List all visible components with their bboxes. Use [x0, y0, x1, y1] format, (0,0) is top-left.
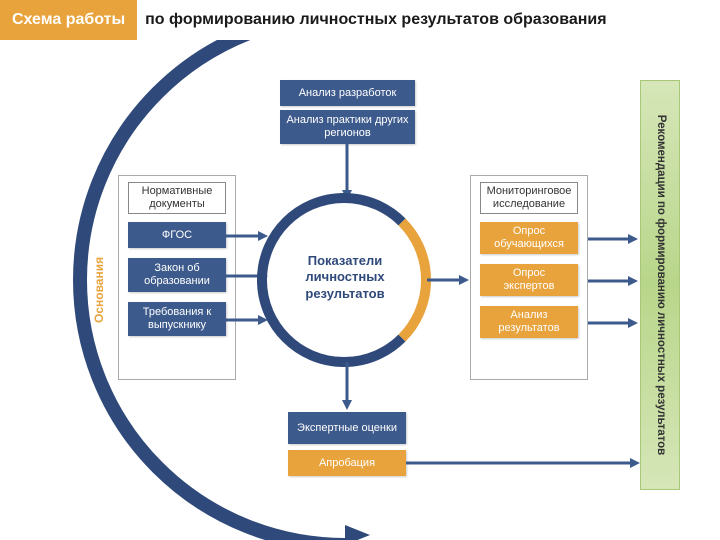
arrow-ring-to-bottom	[340, 362, 354, 412]
arrow-right-1	[588, 232, 640, 246]
right-item-1-text: Опрос обучающихся	[486, 225, 572, 250]
bottom-box-2-text: Апробация	[319, 457, 375, 470]
arrow-bottom-to-bar	[406, 456, 644, 470]
arrow-right-3	[588, 316, 640, 330]
right-header-text: Мониторинговое исследование	[487, 185, 572, 210]
center-label: Показатели личностных результатов	[295, 253, 395, 302]
right-item-1: Опрос обучающихся	[480, 222, 578, 254]
diagram-canvas: Основания Анализ разработок Анализ практ…	[0, 40, 720, 540]
recommendations-bar-text: Рекомендации по формированию личностных …	[653, 115, 667, 455]
right-header: Мониторинговое исследование	[480, 182, 578, 214]
arrow-right-2	[588, 274, 640, 288]
bottom-box-1: Экспертные оценки	[288, 412, 406, 444]
title-left: Схема работы	[0, 0, 137, 40]
recommendations-bar: Рекомендации по формированию личностных …	[640, 80, 680, 490]
right-item-3: Анализ результатов	[480, 306, 578, 338]
right-item-2: Опрос экспертов	[480, 264, 578, 296]
bottom-box-2: Апробация	[288, 450, 406, 476]
center-label-text: Показатели личностных результатов	[305, 253, 384, 301]
arrow-ring-to-right	[427, 273, 471, 287]
right-item-3-text: Анализ результатов	[486, 309, 572, 334]
bottom-box-1-text: Экспертные оценки	[297, 422, 397, 435]
right-item-2-text: Опрос экспертов	[486, 267, 572, 292]
title-right: по формированию личностных результатов о…	[137, 3, 614, 37]
title-bar: Схема работы по формированию личностных …	[0, 0, 720, 40]
